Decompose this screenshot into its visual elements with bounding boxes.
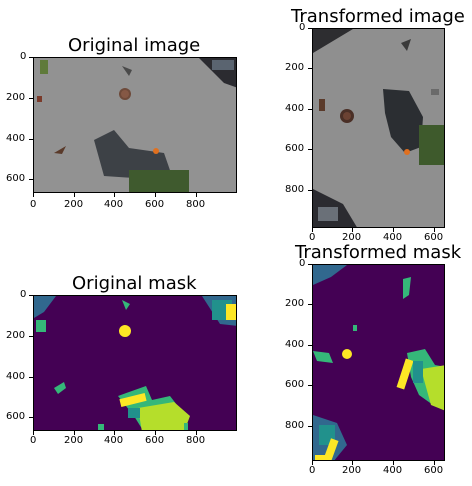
- transformed-mask-title: Transformed mask: [295, 242, 462, 263]
- x-tick-label: 0: [30, 435, 37, 446]
- y-tick-label: 800: [285, 184, 305, 195]
- x-tick-label: 0: [309, 232, 316, 243]
- y-tick-label: 600: [6, 411, 26, 422]
- x-tick-label: 400: [383, 465, 403, 476]
- transformed-mask-image: [313, 265, 444, 460]
- y-tick-label: 0: [299, 258, 306, 269]
- transformed-image-title: Transformed image: [291, 6, 465, 27]
- y-tick-label: 0: [299, 22, 306, 33]
- original-image-panel: [33, 57, 237, 193]
- x-tick-label: 0: [30, 199, 37, 210]
- y-tick-label: 0: [20, 289, 27, 300]
- original-mask-title: Original mask: [72, 273, 197, 294]
- x-tick-label: 0: [309, 465, 316, 476]
- x-tick-label: 200: [342, 465, 362, 476]
- x-tick-label: 200: [64, 199, 84, 210]
- y-tick-label: 400: [6, 371, 26, 382]
- x-tick-label: 600: [145, 435, 165, 446]
- y-tick-label: 400: [285, 339, 305, 350]
- x-tick-label: 800: [186, 199, 206, 210]
- y-tick-label: 600: [285, 143, 305, 154]
- y-tick-label: 200: [285, 62, 305, 73]
- x-tick-label: 600: [145, 199, 165, 210]
- transformed-mask-panel: [312, 264, 445, 461]
- x-tick-label: 400: [383, 232, 403, 243]
- y-tick-label: 200: [6, 330, 26, 341]
- original-image-photo: [34, 58, 236, 192]
- x-tick-label: 800: [186, 435, 206, 446]
- original-mask-panel: [33, 295, 237, 431]
- x-tick-label: 600: [424, 465, 444, 476]
- transformed-image-panel: [312, 28, 445, 228]
- x-tick-label: 600: [424, 232, 444, 243]
- original-mask-image: [34, 296, 236, 430]
- x-tick-label: 400: [104, 199, 124, 210]
- y-tick-label: 800: [285, 420, 305, 431]
- y-tick-label: 200: [285, 298, 305, 309]
- y-tick-label: 200: [6, 92, 26, 103]
- y-tick-label: 400: [6, 133, 26, 144]
- x-tick-label: 200: [342, 232, 362, 243]
- x-tick-label: 400: [104, 435, 124, 446]
- x-tick-label: 200: [64, 435, 84, 446]
- original-image-title: Original image: [68, 35, 201, 56]
- y-tick-label: 600: [6, 173, 26, 184]
- y-tick-label: 400: [285, 103, 305, 114]
- transformed-image-photo: [313, 29, 444, 227]
- y-tick-label: 0: [20, 51, 27, 62]
- y-tick-label: 600: [285, 379, 305, 390]
